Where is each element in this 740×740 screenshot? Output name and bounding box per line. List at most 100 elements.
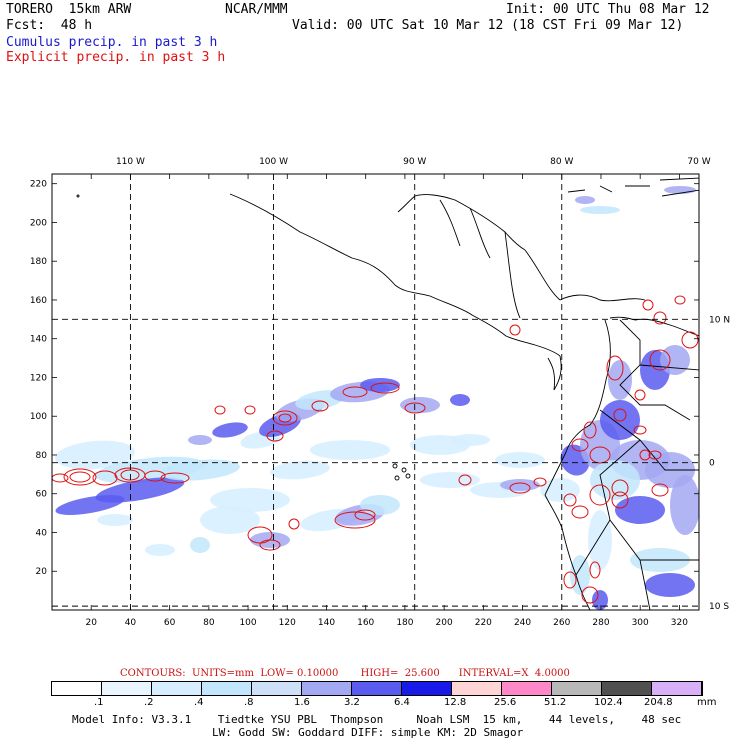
colorbar-level-label: 204.8: [644, 697, 673, 708]
y-tick-label: 120: [30, 373, 47, 383]
precip-cell: [212, 422, 248, 438]
y-tick-label: 200: [30, 218, 47, 228]
precip-contour: [370, 382, 400, 394]
lat-label: 10 S: [709, 602, 729, 612]
x-tick-label: 80: [203, 618, 215, 628]
precip-cell: [360, 378, 400, 392]
precip-contour: [589, 484, 611, 506]
x-tick-label: 40: [125, 618, 137, 628]
precip-cell: [55, 440, 135, 470]
precip-contour: [354, 509, 376, 521]
precip-cell: [270, 460, 330, 480]
colorbar-level-label: 51.2: [544, 697, 567, 708]
lat-lon-grid: [52, 174, 699, 610]
forecast-hour: Fcst: 48 h: [6, 18, 93, 33]
precip-contour: [120, 469, 140, 481]
precip-contour: [69, 471, 91, 483]
precip-cell: [360, 495, 400, 515]
y-tick-label: 140: [30, 335, 47, 345]
colorbar-level-label: .1: [94, 697, 104, 708]
precip-contour: [651, 483, 669, 497]
precip-contour: [247, 526, 273, 544]
precip-contour: [52, 473, 69, 483]
explicit-precip-contours: [52, 295, 699, 604]
colorbar-level-label: .4: [194, 697, 204, 708]
precip-contour: [583, 421, 597, 439]
precip-contour: [571, 505, 589, 519]
y-tick-label: 160: [30, 296, 47, 306]
precip-cell: [495, 452, 545, 468]
x-tick-label: 120: [279, 618, 296, 628]
y-tick-label: 40: [36, 528, 48, 538]
colorbar-swatch: [552, 682, 602, 695]
colorbar-swatch: [252, 682, 302, 695]
x-tick-label: 240: [514, 618, 531, 628]
precip-contour: [458, 474, 472, 486]
precip-cell: [570, 555, 590, 595]
precip-contour: [214, 405, 226, 415]
x-tick-label: 140: [318, 618, 335, 628]
precip-contour: [259, 539, 281, 551]
precip-cell: [400, 397, 440, 413]
y-tick-label: 220: [30, 180, 47, 190]
precip-contour: [563, 493, 577, 507]
x-tick-label: 160: [357, 618, 374, 628]
precip-cell: [450, 434, 490, 446]
colorbar: [51, 681, 703, 696]
precip-cell: [160, 459, 240, 481]
org-label: NCAR/MMM: [225, 2, 288, 17]
precip-cell: [190, 537, 210, 553]
precip-cell: [145, 544, 175, 556]
x-tick-label: 100: [239, 618, 256, 628]
precip-cell: [608, 360, 632, 400]
colorbar-level-label: .8: [244, 697, 254, 708]
precip-contour: [581, 586, 599, 604]
precip-contour: [63, 468, 97, 486]
precip-contour: [563, 571, 577, 589]
precip-cell: [660, 345, 690, 375]
colorbar-swatch: [52, 682, 102, 695]
precip-contour: [533, 477, 547, 487]
precip-contour: [244, 405, 256, 415]
precip-contour: [278, 413, 292, 423]
precip-contour: [404, 402, 426, 414]
precip-contour: [642, 299, 654, 311]
precip-contour: [571, 438, 589, 452]
colorbar-level-label: .2: [144, 697, 154, 708]
precip-contour: [634, 389, 646, 401]
precip-cell: [588, 510, 612, 570]
precip-cell: [592, 590, 608, 610]
colorbar-swatch: [652, 682, 702, 695]
precip-contour: [266, 430, 284, 442]
colorbar-level-label: 3.2: [344, 697, 360, 708]
precip-contour: [288, 518, 300, 530]
colorbar-swatch: [402, 682, 452, 695]
lon-label: 80 W: [550, 157, 573, 167]
map-frame: [51, 173, 700, 611]
precip-cell: [645, 573, 695, 597]
precip-cell: [420, 472, 480, 488]
x-tick-label: 180: [396, 618, 413, 628]
precip-contour: [311, 400, 329, 412]
precip-contour: [653, 311, 667, 325]
explicit-legend: Explicit precip. in past 3 h: [6, 50, 226, 65]
y-tick-label: 100: [30, 412, 47, 422]
colorbar-swatch: [352, 682, 402, 695]
model-info: Model Info: V3.3.1 Tiedtke YSU PBL Thomp…: [72, 713, 682, 726]
precip-contour: [674, 295, 686, 305]
precip-cell: [670, 475, 699, 535]
colorbar-swatch: [152, 682, 202, 695]
lon-label: 70 W: [687, 157, 710, 167]
physics-info: LW: Godd SW: Goddard DIFF: simple KM: 2D…: [212, 726, 524, 739]
precip-cell: [97, 514, 133, 526]
precip-cell: [615, 496, 665, 524]
precip-contour: [639, 449, 651, 461]
precip-contour: [648, 450, 662, 460]
precip-contour: [681, 331, 699, 349]
precip-contour: [334, 511, 376, 529]
x-tick-label: 320: [671, 618, 688, 628]
lon-label: 100 W: [259, 157, 288, 167]
colorbar-swatch: [502, 682, 552, 695]
x-tick-label: 20: [85, 618, 97, 628]
y-tick-label: 180: [30, 257, 47, 267]
